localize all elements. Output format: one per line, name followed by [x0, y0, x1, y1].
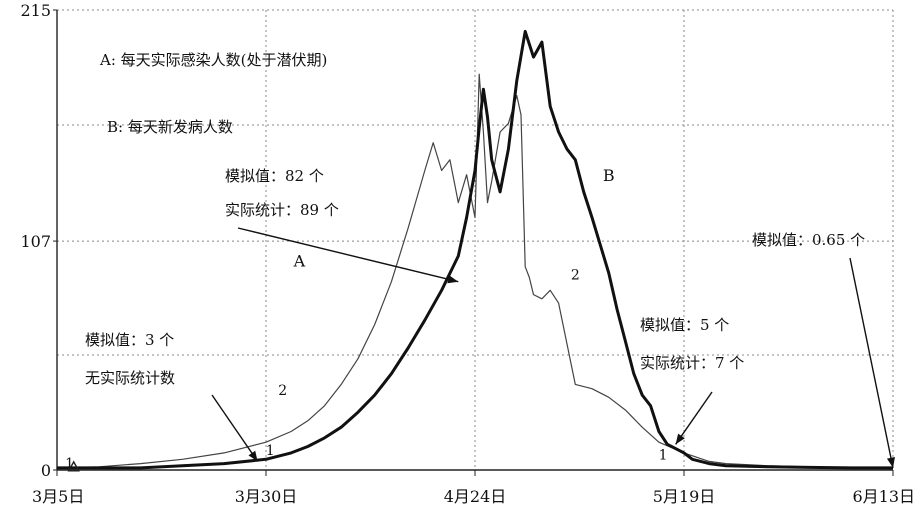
series-layer [56, 29, 894, 472]
x-tick-label: 3月5日 [32, 487, 84, 506]
y-tick-label: 0 [41, 461, 51, 480]
series-line-b [57, 29, 893, 470]
x-tick-label: 3月30日 [235, 487, 298, 506]
annotation-text: 模拟值：0.65 个 [752, 231, 865, 249]
annotation-arrow [237, 227, 459, 283]
curve-label-a: A [293, 252, 306, 271]
segment-label: 2 [571, 268, 580, 284]
x-tick-label: 6月13日 [852, 487, 915, 506]
grid [57, 9, 894, 470]
curve-label-b: B [603, 166, 615, 185]
annotation-text: 实际统计：7 个 [640, 354, 744, 372]
annotation-text: 无实际统计数 [85, 369, 175, 387]
annotation-text: 模拟值：3 个 [85, 331, 174, 349]
legend-entry: B: 每天新发病人数 [107, 118, 233, 136]
arrow-head [886, 457, 895, 468]
arrow-head [447, 275, 459, 284]
legend: A: 每天实际感染人数(处于潜伏期) B: 每天新发病人数 [99, 51, 327, 136]
x-tick-label: 4月24日 [444, 487, 507, 506]
x-tick-label: 5月19日 [653, 487, 716, 506]
arrow-head [675, 433, 685, 445]
start-marker [67, 460, 80, 472]
y-tick-label: 107 [20, 232, 51, 251]
annotation-text: 模拟值：5 个 [640, 316, 729, 334]
segment-label: 1 [65, 456, 74, 472]
annotation-text: 模拟值：82 个 [225, 167, 324, 185]
segment-label: 1 [266, 443, 275, 459]
axes: 0 107 215 3月5日 3月30日 4月24日 5月19日 6月13日 [20, 1, 915, 506]
segment-label: 2 [278, 383, 287, 399]
annotation-text: 实际统计：89 个 [225, 201, 339, 219]
segment-label: 1 [659, 447, 668, 463]
series-line-a [56, 73, 894, 470]
annotation-arrow [849, 257, 894, 469]
legend-entry: A: 每天实际感染人数(处于潜伏期) [99, 51, 327, 69]
arrow-head [248, 450, 258, 462]
y-tick-label: 215 [20, 1, 51, 20]
annotation-arrow [675, 391, 713, 445]
label-layer: A B 1 1 1 2 2 [65, 166, 667, 472]
annotation-arrow [211, 394, 259, 462]
